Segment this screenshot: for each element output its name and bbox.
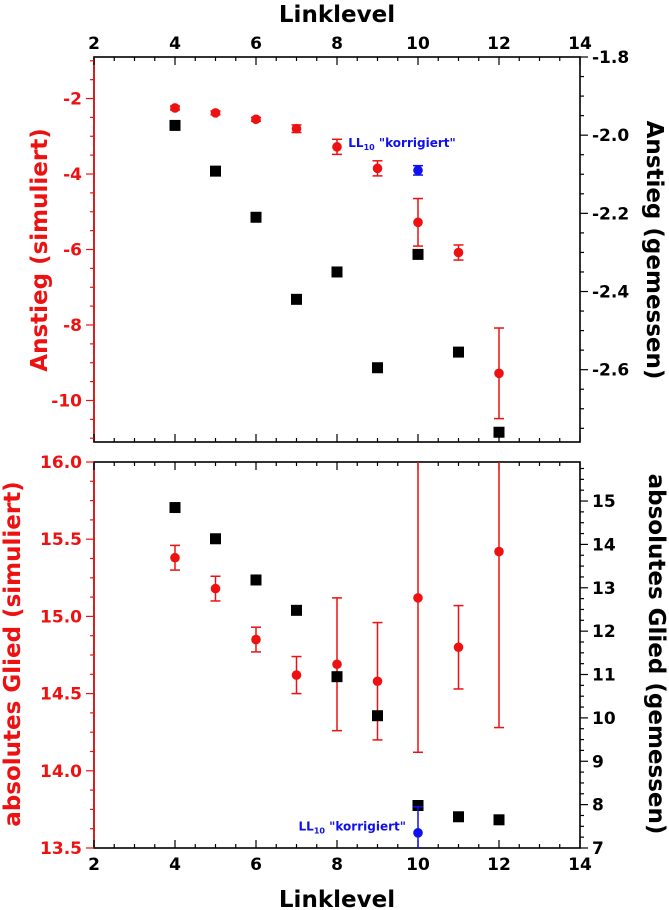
right-y-tick-label: 10 (592, 709, 616, 729)
data-point-square (493, 426, 505, 438)
bottom-left-y-axis-label: absolutes Glied (simuliert) (0, 481, 26, 826)
x-tick-label: 4 (169, 34, 181, 54)
x-tick-label: 8 (331, 855, 343, 875)
data-point-square (291, 293, 302, 305)
data-point-square (412, 248, 424, 260)
data-point-circle (413, 165, 423, 176)
data-point-square (169, 502, 181, 514)
bottom-x-axis-label: Linklevel (279, 887, 395, 910)
data-point-circle (494, 368, 504, 379)
right-y-tick-label: 9 (592, 752, 604, 772)
left-y-tick-label: 14.5 (40, 685, 82, 705)
data-point-circle (210, 583, 221, 594)
bottom-right-y-axis-label: absolutes Glied (gemessen) (643, 474, 669, 835)
annotation-label: LL10 "korrigiert" (348, 136, 455, 152)
annotation-label: LL10 "korrigiert" (299, 820, 406, 836)
data-point-circle (251, 634, 261, 645)
x-tick-label: 2 (88, 34, 100, 54)
x-tick-label: 8 (331, 34, 343, 54)
x-tick-label: 6 (250, 855, 262, 875)
data-point-circle (413, 217, 423, 228)
x-tick-label: 10 (406, 855, 430, 875)
data-point-circle (494, 546, 504, 557)
data-layer (169, 462, 505, 848)
data-point-square (331, 671, 343, 683)
data-point-square (291, 604, 302, 616)
data-point-circle (413, 828, 423, 838)
top-right-y-axis-label: Anstieg (gemessen) (641, 121, 667, 380)
data-point-square (453, 811, 464, 823)
bottom-panel: 2 4 6 8 10 12 14 13.5 14.0 14.5 15.0 15.5 16.0 7 8 9 10 1… (40, 453, 616, 875)
data-point-circle (332, 142, 342, 152)
x-tick-label: 14 (568, 34, 592, 54)
x-tick-label: 2 (88, 855, 100, 875)
data-point-square (412, 799, 424, 811)
x-tick-label: 14 (568, 855, 592, 875)
x-tick-label: 12 (487, 855, 511, 875)
data-point-square (250, 211, 262, 223)
right-y-tick-label: 12 (592, 622, 616, 642)
data-point-circle (170, 103, 180, 113)
data-point-circle (291, 670, 302, 680)
top-left-y-axis-label: Anstieg (simuliert) (27, 128, 53, 371)
right-y-tick-label: -2.2 (592, 204, 629, 224)
x-tick-label: 6 (250, 34, 262, 54)
data-point-circle (291, 123, 302, 134)
data-point-square (372, 710, 383, 722)
data-point-square (169, 119, 181, 131)
data-point-circle (332, 659, 342, 670)
x-tick-label: 10 (406, 34, 430, 54)
right-y-tick-label: 14 (592, 535, 616, 555)
data-point-circle (372, 676, 383, 687)
data-point-square (372, 362, 383, 374)
x-tick-label: 12 (487, 34, 511, 54)
data-point-square (331, 266, 343, 278)
right-y-tick-label: 11 (592, 666, 616, 686)
right-y-tick-label: 7 (592, 839, 604, 859)
left-y-tick-label: -8 (63, 316, 82, 336)
left-y-tick-label: -10 (51, 391, 82, 411)
right-y-tick-label: 15 (592, 492, 616, 512)
data-point-circle (372, 163, 383, 174)
x-tick-label: 4 (169, 855, 181, 875)
left-y-tick-label: -6 (63, 241, 82, 261)
left-y-tick-label: 15.0 (40, 607, 82, 627)
right-y-tick-label: -2.4 (592, 283, 629, 303)
data-point-circle (413, 593, 423, 603)
data-layer (169, 103, 505, 438)
left-y-tick-label: -4 (63, 165, 82, 185)
data-point-circle (453, 247, 464, 258)
right-y-tick-label: -2.0 (592, 126, 629, 146)
right-y-tick-label: 13 (592, 579, 616, 599)
plot-frame (93, 56, 581, 443)
data-point-square (493, 814, 505, 826)
data-point-circle (251, 114, 261, 125)
data-point-square (210, 165, 221, 177)
data-point-circle (170, 552, 180, 563)
data-point-square (453, 346, 464, 358)
data-point-square (210, 533, 221, 545)
left-y-tick-label: 13.5 (40, 839, 82, 859)
right-y-tick-label: -1.8 (592, 48, 629, 68)
data-point-circle (453, 642, 464, 653)
top-panel: 2 4 6 8 10 12 14 -2 -4 -6 -8 -10 -1.8 -2.0 -2.2 -2.4 -2.… (51, 34, 629, 443)
right-y-tick-label: -2.6 (592, 361, 629, 381)
right-y-tick-label: 8 (592, 796, 604, 816)
left-y-tick-label: 16.0 (40, 453, 82, 473)
left-y-tick-label: 14.0 (40, 762, 82, 782)
left-y-tick-label: 15.5 (40, 530, 82, 550)
top-x-axis-label: Linklevel (279, 2, 395, 28)
data-point-square (250, 574, 262, 586)
data-point-circle (210, 108, 221, 118)
left-y-tick-label: -2 (63, 90, 82, 110)
